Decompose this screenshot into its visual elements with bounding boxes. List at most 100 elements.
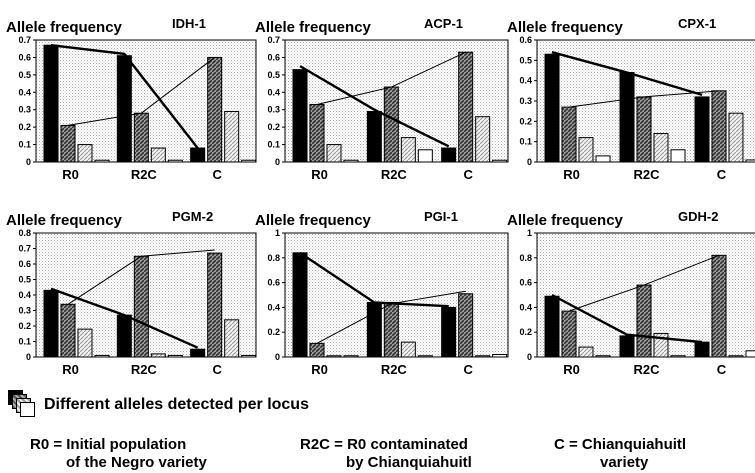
y-tick-label: 0.7: [18, 35, 31, 45]
bar: [383, 86, 399, 163]
y-tick-label: 0.6: [519, 35, 532, 45]
y-tick-label: 0.5: [18, 275, 31, 285]
bar: [544, 295, 560, 358]
bar: [116, 314, 132, 358]
bar: [694, 96, 710, 163]
trend-line-thick: [299, 251, 449, 308]
y-tick-label: 0.4: [519, 302, 532, 312]
y-tick-label: 0.6: [519, 278, 532, 288]
bar: [292, 69, 308, 163]
y-tick-label: 0.4: [519, 76, 532, 86]
chart-0: Allele frequency IDH-1 0 0.1 0.2 0.3 0.4 0.5 0.6…: [6, 16, 257, 182]
bar: [544, 53, 560, 163]
x-tick-label: R2C: [131, 362, 158, 377]
locus-title: GDH-2: [678, 209, 718, 224]
y-tick-label: 0: [26, 352, 31, 362]
bar: [326, 144, 342, 163]
bar: [326, 355, 342, 358]
y-tick-label: 0.8: [18, 228, 31, 238]
bar: [492, 159, 508, 163]
trend-line-thin: [316, 51, 466, 105]
trend-line-thin: [316, 290, 466, 344]
bar: [60, 124, 76, 163]
bar: [745, 350, 755, 358]
y-tick-label: 0.1: [519, 137, 532, 147]
bar: [694, 341, 710, 358]
bar: [728, 112, 744, 163]
bar: [728, 355, 744, 358]
bar: [190, 147, 206, 163]
bar: [167, 354, 183, 358]
bar: [241, 159, 257, 163]
note-r2c-line1: R2C = R0 contaminated: [300, 436, 468, 453]
x-tick-label: R0: [563, 362, 580, 377]
y-tick-label: 0.6: [18, 259, 31, 269]
bar: [475, 355, 491, 358]
x-tick-label: R0: [62, 362, 79, 377]
bar: [343, 355, 359, 358]
x-tick-label: C: [212, 362, 222, 377]
y-tick-label: 0.2: [519, 116, 532, 126]
y-tick-label: 0.4: [18, 87, 31, 97]
trend-line-thin: [568, 90, 720, 108]
bar: [94, 159, 110, 163]
bar: [94, 354, 110, 358]
bar: [133, 112, 149, 163]
chart-3: Allele frequency PGM-2 0 0.1 0.2 0.3 0.4 0.5 0.6…: [6, 209, 257, 377]
y-tick-label: 0.2: [267, 122, 280, 132]
y-tick-label: 0.3: [18, 306, 31, 316]
chart-4: Allele frequency PGI-1 0 0.2 0.4 0.6 0.8 1 R0 R2C…: [255, 209, 509, 377]
note-r2c: R2C = R0 contaminated by Chianquiahuitl: [300, 436, 472, 472]
y-tick-label: 0.6: [267, 278, 280, 288]
bar: [561, 310, 577, 358]
chart-grid: Allele frequency IDH-1 0 0.1 0.2 0.3 0.4 0.5 0.6…: [6, 16, 755, 377]
note-r0: R0 = Initial population of the Negro var…: [30, 436, 207, 472]
bar: [670, 149, 686, 163]
y-tick-label: 0: [275, 352, 280, 362]
y-tick-label: 1: [275, 228, 280, 238]
bar: [475, 116, 491, 163]
note-c-line1: C = Chianquiahuitl: [554, 436, 687, 453]
bar: [417, 355, 433, 358]
bar: [595, 155, 611, 163]
bar: [133, 255, 149, 358]
bar: [636, 284, 652, 358]
bar: [309, 342, 325, 358]
y-tick-label: 0.1: [18, 337, 31, 347]
bar: [417, 149, 433, 163]
bar: [77, 328, 93, 358]
bar: [458, 293, 474, 358]
y-tick-label: 0.2: [18, 122, 31, 132]
x-tick-label: C: [717, 362, 727, 377]
y-tick-label: 0: [26, 157, 31, 167]
x-tick-label: R0: [62, 167, 79, 182]
x-tick-label: R0: [311, 167, 328, 182]
locus-title: ACP-1: [424, 16, 463, 31]
locus-title: PGM-2: [172, 209, 213, 224]
bar: [578, 346, 594, 358]
y-tick-label: 0.5: [267, 70, 280, 80]
y-tick-label: 0.6: [267, 52, 280, 62]
bar: [241, 354, 257, 358]
y-tick-label: 0: [527, 352, 532, 362]
bar: [207, 252, 223, 358]
bar: [43, 289, 59, 358]
x-tick-label: R2C: [381, 167, 408, 182]
y-axis-label: Allele frequency: [6, 212, 123, 229]
y-tick-label: 0.3: [18, 105, 31, 115]
x-tick-label: C: [212, 167, 222, 182]
bar: [207, 56, 223, 163]
y-tick-label: 0.3: [519, 96, 532, 106]
bar: [190, 348, 206, 358]
bar: [150, 147, 166, 163]
trend-line-thin: [67, 57, 215, 126]
bar: [711, 90, 727, 163]
trend-line-thin: [67, 249, 215, 305]
chart-2: Allele frequency CPX-1 0 0.1 0.2 0.3 0.4 0.5 0.6…: [507, 16, 755, 182]
y-tick-label: 0.7: [18, 244, 31, 254]
y-axis-label: Allele frequency: [6, 19, 123, 36]
x-tick-label: R2C: [633, 167, 660, 182]
y-tick-label: 0.2: [267, 327, 280, 337]
y-tick-label: 0.1: [267, 140, 280, 150]
bar: [77, 144, 93, 163]
